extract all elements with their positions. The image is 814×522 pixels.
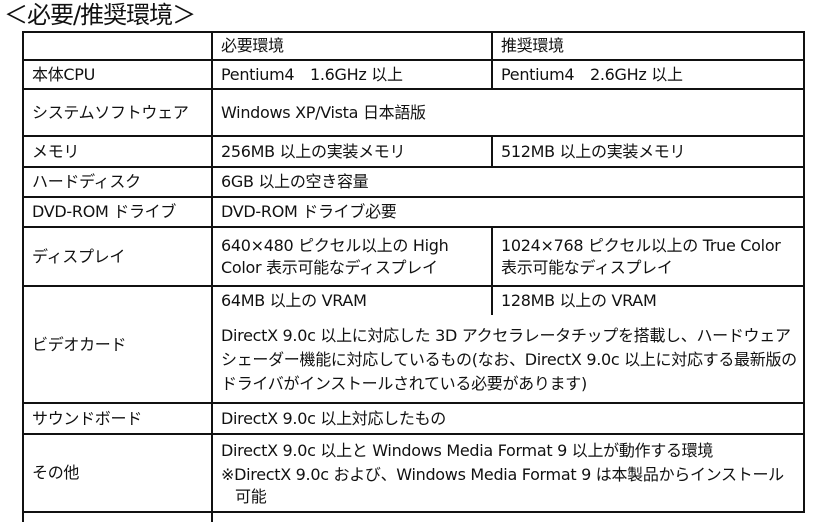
display-required: 640×480 ピクセル以上の High Color 表示可能なディスプレイ (221, 235, 449, 277)
sound-value: DirectX 9.0c 以上対応したもの (221, 408, 446, 428)
hdd-value: 6GB 以上の空き容量 (221, 172, 369, 191)
other-line2: ※DirectX 9.0c および、Windows Media Format 9… (221, 465, 784, 506)
memory-recommended: 512MB 以上の実装メモリ (501, 141, 686, 161)
video-required: 64MB 以上の VRAM (221, 291, 367, 310)
header-recommended: 推奨環境 (501, 36, 564, 55)
row-label-display: ディスプレイ (32, 246, 126, 266)
other-line1: DirectX 9.0c 以上と Windows Media Format 9 … (221, 441, 714, 460)
row-label-video: ビデオカード (32, 334, 127, 354)
video-note: DirectX 9.0c 以上に対応した 3D アクセラレータチップを搭載し、ハ… (221, 326, 797, 393)
row-label-os: システムソフトウェア (32, 102, 189, 122)
row-label-sound: サウンドボード (32, 408, 142, 428)
row-label-cpu: 本体CPU (32, 64, 96, 84)
cpu-recommended: Pentium4 2.6GHz 以上 (501, 64, 683, 84)
cpu-required: Pentium4 1.6GHz 以上 (221, 64, 403, 84)
row-label-dvd: DVD-ROM ドライブ (32, 202, 177, 221)
display-recommended: 1024×768 ピクセル以上の True Color 表示可能なディスプレイ (501, 235, 781, 277)
memory-required: 256MB 以上の実装メモリ (221, 141, 406, 161)
video-recommended: 128MB 以上の VRAM (501, 291, 657, 310)
row-label-other: その他 (32, 463, 80, 482)
dvd-value: DVD-ROM ドライブ必要 (221, 202, 397, 221)
os-value: Windows XP/Vista 日本語版 (221, 102, 426, 122)
header-required: 必要環境 (221, 36, 284, 55)
row-label-memory: メモリ (32, 141, 80, 161)
page-title: ＜必要/推奨環境＞ (4, 1, 196, 29)
row-label-hdd: ハードディスク (32, 172, 141, 191)
